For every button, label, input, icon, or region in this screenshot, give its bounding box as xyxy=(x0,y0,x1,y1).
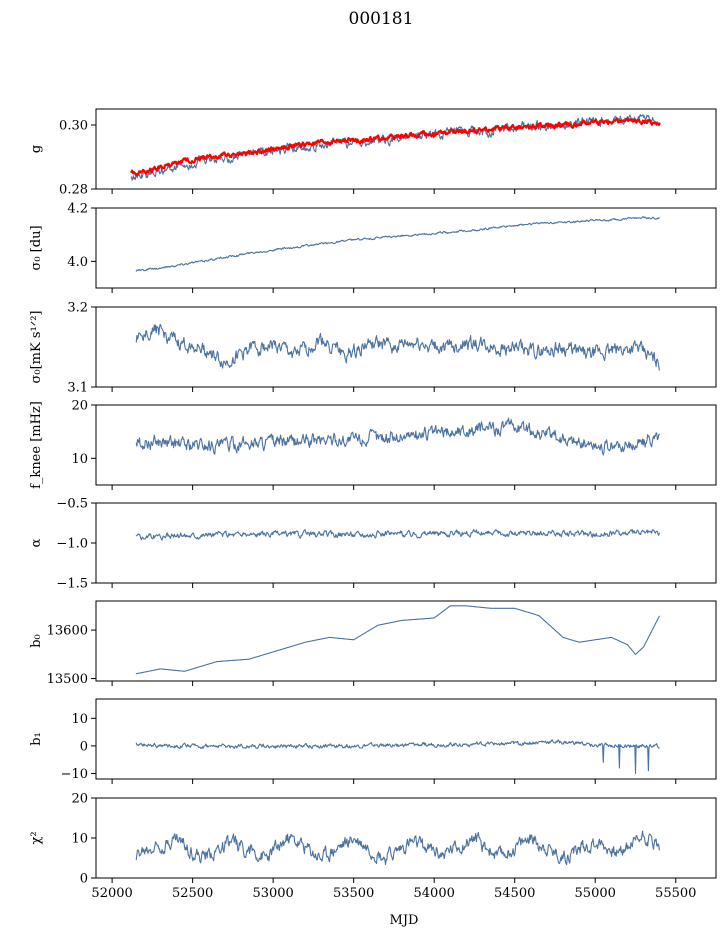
y-tick-label: 3.2 xyxy=(67,301,88,316)
y-tick-label: 10 xyxy=(71,832,88,847)
y-tick-label: 4.2 xyxy=(67,202,88,217)
y-tick-label: 3.1 xyxy=(67,381,88,396)
series-line-chi2-0 xyxy=(135,830,660,866)
panel-sigma0-temp: 3.1 3.2 σ₀[mK s¹ᐟ²] xyxy=(29,301,717,396)
panel-b1: −10 0 10 b₁ xyxy=(29,698,717,784)
y-tick-label: 13500 xyxy=(47,672,88,687)
y-tick-label: −1.0 xyxy=(56,537,88,552)
axes-frame-alpha xyxy=(95,502,717,584)
y-tick-label: 10 xyxy=(71,712,88,727)
y-axis-label-b1: b₁ xyxy=(29,732,44,746)
panel-chi2: 0 10 20 52000 52500 53000 53500 54000 54500 55000… xyxy=(29,792,717,901)
series-line-sigma0-0 xyxy=(135,216,660,272)
axes-frame-b0 xyxy=(95,600,717,682)
x-axis-label: MJD xyxy=(390,913,419,928)
y-tick-label: 4.0 xyxy=(67,255,88,270)
y-tick-label: 20 xyxy=(71,399,88,414)
y-axis-label-sigma0-temp: σ₀[mK s¹ᐟ²] xyxy=(29,311,44,384)
subplot-panels: 0.28 0.30 g 4.0 4.2 σ₀ [du] 3.1 3.2 σ₀[mK s¹ᐟ²] 1… xyxy=(29,108,717,901)
axes-frame-b1 xyxy=(95,698,717,780)
x-tick-label: 52500 xyxy=(172,886,213,901)
axes-frame-fknee xyxy=(95,404,717,486)
panel-alpha: −1.5 −1.0 −0.5 α xyxy=(29,497,717,592)
series-line-fknee-0 xyxy=(135,417,660,456)
axes-frame-g xyxy=(95,108,717,190)
x-tick-label: 53000 xyxy=(252,886,293,901)
series-line-b0-0 xyxy=(135,605,660,675)
series-line-alpha-0 xyxy=(135,528,660,541)
y-axis-label-b0: b₀ xyxy=(29,634,44,648)
axes-frame-sigma0 xyxy=(95,207,717,289)
y-tick-label: −10 xyxy=(61,767,88,782)
y-tick-label: 0.28 xyxy=(59,183,88,198)
y-tick-label: 0 xyxy=(80,872,88,887)
y-axis-label-alpha: α xyxy=(29,538,44,547)
panel-fknee: 10 20 f_knee [mHz] xyxy=(29,399,717,490)
y-axis-label-sigma0: σ₀ [du] xyxy=(29,225,44,270)
panel-g: 0.28 0.30 g xyxy=(29,108,717,198)
y-axis-label-chi2: χ² xyxy=(29,831,44,844)
x-tick-label: 55000 xyxy=(575,886,616,901)
y-tick-label: 0.30 xyxy=(59,119,88,134)
panel-sigma0: 4.0 4.2 σ₀ [du] xyxy=(29,202,717,293)
y-tick-label: 10 xyxy=(71,452,88,467)
x-tick-label: 53500 xyxy=(333,886,374,901)
series-line-sigma0-temp-0 xyxy=(135,324,660,371)
series-line-g-1 xyxy=(130,117,661,176)
figure-title: 000181 xyxy=(349,9,414,29)
axes-frame-chi2 xyxy=(95,797,717,879)
y-tick-label: 13600 xyxy=(47,624,88,639)
x-tick-label: 54500 xyxy=(494,886,535,901)
x-tick-label: 52000 xyxy=(91,886,132,901)
y-axis-label-fknee: f_knee [mHz] xyxy=(29,401,44,489)
y-tick-label: 0 xyxy=(80,739,88,754)
y-tick-label: −1.5 xyxy=(56,577,88,592)
y-axis-label-g: g xyxy=(29,145,44,153)
x-tick-label: 54000 xyxy=(414,886,455,901)
y-tick-label: 20 xyxy=(71,792,88,807)
series-line-b1-0 xyxy=(135,739,660,775)
x-tick-label: 55500 xyxy=(655,886,696,901)
axes-frame-sigma0-temp xyxy=(95,306,717,388)
y-tick-label: −0.5 xyxy=(56,497,88,512)
